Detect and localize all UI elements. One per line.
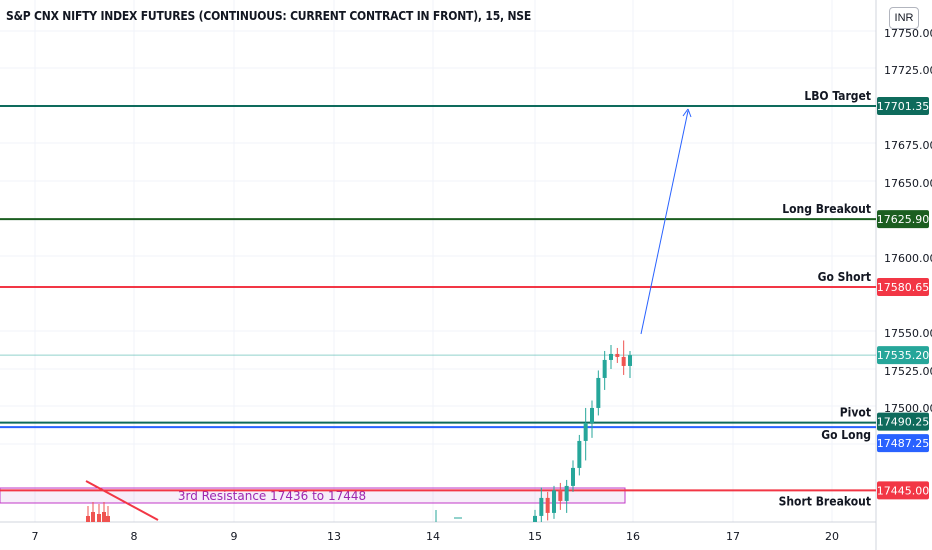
candle-body <box>590 407 594 423</box>
candle-body <box>621 356 626 366</box>
trendline <box>85 480 159 521</box>
y-tick-label: 17600.00 <box>884 252 932 265</box>
x-tick-label: 9 <box>231 530 238 543</box>
projection-arrowhead <box>682 108 692 118</box>
price-badge <box>877 434 929 453</box>
price-badge <box>877 210 929 229</box>
x-tick-label: 17 <box>726 530 740 543</box>
last-price-badge-label: 17535.20 <box>877 349 930 362</box>
candle-body <box>583 422 588 441</box>
y-tick-label: 17650.00 <box>884 177 932 190</box>
candle-body <box>609 353 613 360</box>
currency-button[interactable]: INR <box>889 7 919 29</box>
y-tick-label: 17500.00 <box>884 402 932 415</box>
level-label: LBO Target <box>804 89 871 103</box>
level-label: Short Breakout <box>779 494 871 508</box>
y-tick-label: 17550.00 <box>884 327 932 340</box>
price-badge-label: 17487.25 <box>877 437 930 450</box>
price-badge-label: 17490.25 <box>877 416 930 429</box>
level-label: Long Breakout <box>782 202 871 216</box>
candle-body <box>571 467 575 486</box>
candle-body <box>558 490 563 501</box>
x-tick-label: 14 <box>426 530 440 543</box>
price-badge-label: 17701.35 <box>877 100 930 113</box>
candle-body <box>97 514 101 522</box>
level-label: Go Short <box>818 270 871 284</box>
candle-body <box>106 516 110 522</box>
x-tick-label: 20 <box>825 530 839 543</box>
price-badge <box>877 97 929 115</box>
level-label: Go Long <box>821 428 871 442</box>
candle-body <box>552 490 556 513</box>
x-tick-label: 15 <box>528 530 542 543</box>
level-label: Pivot <box>840 406 871 420</box>
price-badge <box>877 412 929 431</box>
candle-body <box>539 497 544 516</box>
candle-body <box>91 512 95 522</box>
candle-body <box>577 440 582 468</box>
price-badge-label: 17625.90 <box>877 213 930 226</box>
y-tick-label: 17675.00 <box>884 139 932 152</box>
resistance-zone-label: 3rd Resistance 17436 to 17448 <box>178 489 366 503</box>
candle-body <box>86 516 90 522</box>
candle-body <box>628 355 632 366</box>
price-badge-label: 17580.65 <box>877 281 930 294</box>
y-tick-label: 17525.00 <box>884 365 932 378</box>
price-badge <box>877 481 929 500</box>
price-badge-label: 17445.00 <box>877 484 930 497</box>
x-tick-label: 7 <box>32 530 39 543</box>
x-tick-label: 8 <box>131 530 138 543</box>
candle-body <box>596 377 601 408</box>
resistance-zone <box>0 487 626 504</box>
chart-title: S&P CNX NIFTY INDEX FUTURES (CONTINUOUS:… <box>6 9 532 23</box>
candle-body <box>533 515 537 522</box>
y-tick-label: 17725.00 <box>884 64 932 77</box>
price-badge <box>877 278 929 297</box>
last-price-badge <box>877 346 929 365</box>
y-tick-label: 17750.00 <box>884 27 932 40</box>
x-tick-label: 13 <box>327 530 341 543</box>
candle-body <box>615 353 620 357</box>
x-tick-label: 16 <box>626 530 640 543</box>
projection-arrow <box>640 110 689 335</box>
candle-body <box>545 497 550 513</box>
candle-body <box>564 485 569 501</box>
candle-body <box>602 359 607 378</box>
candle-body <box>102 512 106 522</box>
